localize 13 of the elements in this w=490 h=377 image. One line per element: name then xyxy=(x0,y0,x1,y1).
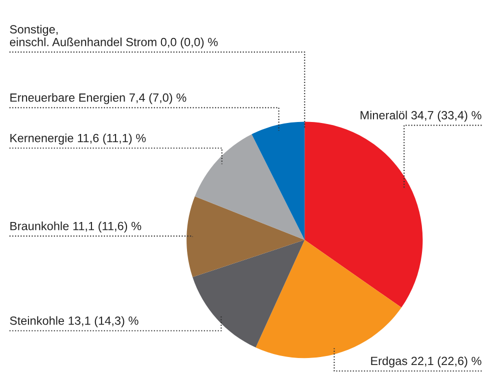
slice-label: Steinkohle 13,1 (14,3) % xyxy=(10,316,138,328)
category-label: Sonstige, einschl. Außenhandel Strom 0,0 (0,0) % xyxy=(10,24,218,49)
pie-slice xyxy=(192,240,305,348)
pie-slice xyxy=(186,196,305,278)
pie-slice xyxy=(194,134,305,240)
pie-slice xyxy=(304,122,423,308)
slice-label: Erneuerbare Energien 7,4 (7,0) % xyxy=(10,93,186,104)
pie-slice xyxy=(256,240,402,358)
slice-label: Mineralöl 34,7 (33,4) % xyxy=(360,110,482,122)
slice-label: Braunkohle 11,1 (11,6) % xyxy=(10,222,142,233)
pie-slice xyxy=(252,122,305,240)
slice-label: Erdgas 22,1 (22,6) % xyxy=(371,356,482,368)
slice-label: Kernenergie 11,6 (11,1) % xyxy=(10,134,146,145)
